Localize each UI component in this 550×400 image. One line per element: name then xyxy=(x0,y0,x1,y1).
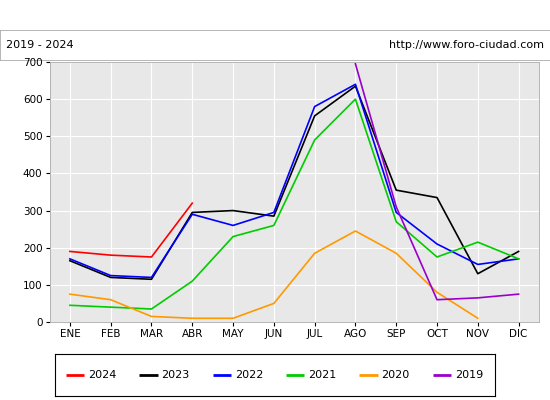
Line: 2022: 2022 xyxy=(70,84,519,278)
2023 xyxy=(311,114,318,118)
2021 xyxy=(352,97,359,102)
2023 xyxy=(271,214,277,218)
2022 xyxy=(148,275,155,280)
2024 xyxy=(189,201,196,206)
2023 xyxy=(393,188,399,192)
Line: 2019: 2019 xyxy=(355,64,519,300)
Line: 2020: 2020 xyxy=(70,231,478,318)
2023 xyxy=(189,210,196,215)
2021 xyxy=(311,138,318,142)
2021 xyxy=(475,240,481,244)
2020 xyxy=(189,316,196,321)
2020 xyxy=(107,297,114,302)
2021 xyxy=(434,255,441,260)
Line: 2023: 2023 xyxy=(70,86,519,279)
2020 xyxy=(434,290,441,295)
2023 xyxy=(515,249,522,254)
2020 xyxy=(148,314,155,319)
Text: 2021: 2021 xyxy=(308,370,336,380)
Text: 2022: 2022 xyxy=(235,370,263,380)
2023 xyxy=(67,258,73,263)
2021 xyxy=(107,305,114,310)
2024 xyxy=(107,253,114,258)
2022 xyxy=(107,273,114,278)
2021 xyxy=(67,303,73,308)
2023 xyxy=(148,277,155,282)
Text: 2023: 2023 xyxy=(161,370,190,380)
2023 xyxy=(230,208,236,213)
2024 xyxy=(148,255,155,260)
2021 xyxy=(189,279,196,284)
2022 xyxy=(475,262,481,267)
Text: 2019: 2019 xyxy=(455,370,483,380)
Line: 2021: 2021 xyxy=(70,99,519,309)
2022 xyxy=(189,212,196,217)
2023 xyxy=(352,84,359,88)
Text: Evolucion Nº Turistas Nacionales en el municipio de Aldeasоña: Evolucion Nº Turistas Nacionales en el m… xyxy=(58,8,492,22)
2020 xyxy=(475,316,481,321)
Text: 2020: 2020 xyxy=(381,370,410,380)
2023 xyxy=(107,275,114,280)
Line: 2024: 2024 xyxy=(70,203,192,257)
Text: 2019 - 2024: 2019 - 2024 xyxy=(6,40,73,50)
2022 xyxy=(67,256,73,261)
2023 xyxy=(434,195,441,200)
Text: http://www.foro-ciudad.com: http://www.foro-ciudad.com xyxy=(389,40,544,50)
2020 xyxy=(311,251,318,256)
2020 xyxy=(67,292,73,296)
2021 xyxy=(271,223,277,228)
2022 xyxy=(393,210,399,215)
2021 xyxy=(148,306,155,311)
2021 xyxy=(393,219,399,224)
2022 xyxy=(434,242,441,246)
2023 xyxy=(475,271,481,276)
2022 xyxy=(352,82,359,87)
Text: 2024: 2024 xyxy=(88,370,117,380)
2021 xyxy=(515,256,522,261)
2022 xyxy=(311,104,318,109)
2019 xyxy=(515,292,522,296)
2020 xyxy=(271,301,277,306)
2021 xyxy=(230,234,236,239)
2020 xyxy=(230,316,236,321)
2019 xyxy=(434,297,441,302)
2019 xyxy=(475,296,481,300)
2022 xyxy=(230,223,236,228)
2022 xyxy=(515,256,522,261)
2019 xyxy=(393,204,399,209)
2020 xyxy=(393,251,399,256)
2024 xyxy=(67,249,73,254)
2019 xyxy=(352,62,359,66)
2020 xyxy=(352,229,359,234)
2022 xyxy=(271,210,277,215)
